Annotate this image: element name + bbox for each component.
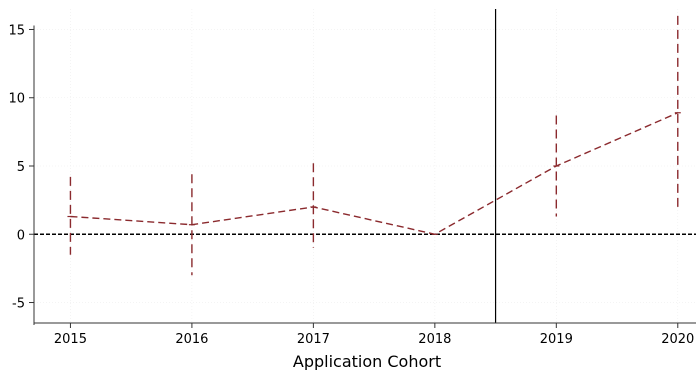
confidence-intervals — [69, 15, 679, 276]
reference-lines — [34, 9, 696, 323]
y-tick-label-2: 5 — [17, 160, 25, 175]
x-tick-label-1: 2016 — [175, 332, 208, 347]
y-tick-label-3: 10 — [8, 92, 25, 107]
x-tick-label-0: 2015 — [54, 332, 87, 347]
x-tick-label-5: 2020 — [661, 332, 694, 347]
y-tick-label-0: -5 — [12, 297, 25, 312]
x-tick-label-3: 2018 — [418, 332, 451, 347]
axes: -5 0 5 10 15 2015 2016 2017 2018 2019 2020 — [8, 23, 696, 347]
x-axis-title: Application Cohort — [293, 352, 441, 370]
y-tick-label-1: 0 — [17, 228, 25, 243]
series-line — [70, 112, 679, 236]
x-tick-label-2: 2017 — [297, 332, 330, 347]
gridlines — [34, 9, 696, 323]
x-tick-label-4: 2019 — [540, 332, 573, 347]
y-tick-label-4: 15 — [8, 23, 25, 38]
series-line-layer — [67, 112, 681, 236]
